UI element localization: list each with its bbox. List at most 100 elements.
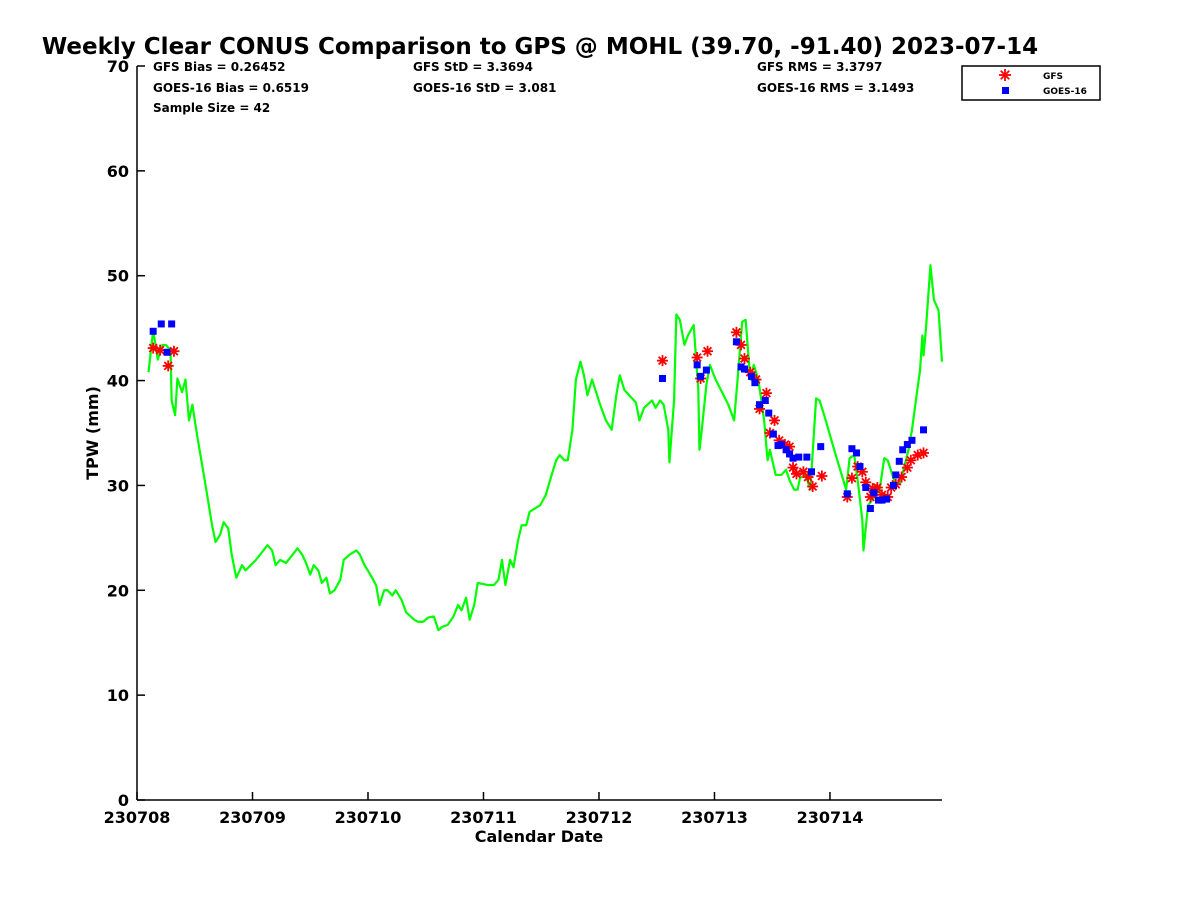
goes-16-point <box>786 450 794 458</box>
gfs-point <box>846 472 858 484</box>
goes-16-point <box>697 372 705 380</box>
legend-gfs-star <box>999 69 1011 81</box>
gfs-point <box>760 387 772 399</box>
star-stroke <box>148 343 158 353</box>
x-tick-label: 230714 <box>797 808 864 827</box>
stat-gfs-bias: GFS Bias = 0.26452 <box>153 60 285 74</box>
goes-16-point <box>756 401 764 409</box>
goes-16-point <box>866 504 874 512</box>
goes-16-point <box>848 445 856 453</box>
star-stroke <box>163 361 173 371</box>
goes-16-point <box>693 361 701 369</box>
goes-16-point <box>765 409 773 417</box>
goes-16-point <box>843 490 851 498</box>
goes-16-point <box>761 396 769 404</box>
star-stroke <box>788 463 798 473</box>
x-axis-label: Calendar Date <box>475 827 604 846</box>
goes-16-point <box>889 481 897 489</box>
y-tick-label: 0 <box>118 791 129 810</box>
goes-16-point <box>782 446 790 454</box>
stats-block: GFS Bias = 0.26452 GOES-16 Bias = 0.6519… <box>153 60 914 115</box>
goes-16-point <box>856 463 864 471</box>
goes-16-point <box>853 449 861 457</box>
stat-gfs-rms: GFS RMS = 3.3797 <box>757 60 882 74</box>
star-stroke <box>1000 70 1010 80</box>
goes-16-point <box>751 379 759 387</box>
stat-goes-std: GOES-16 StD = 3.081 <box>413 81 556 95</box>
star-stroke <box>857 467 867 477</box>
goes-16-point <box>908 436 916 444</box>
star-stroke <box>770 415 780 425</box>
goes-16-point <box>769 430 777 438</box>
goes-16-point <box>903 441 911 449</box>
legend-box <box>961 65 1101 101</box>
star-stroke <box>739 354 750 364</box>
star-stroke <box>918 448 929 458</box>
star-stroke <box>692 352 702 363</box>
goes-16-point <box>878 496 886 504</box>
legend: GFS GOES-16 <box>961 65 1101 101</box>
goes-16-point <box>659 374 667 382</box>
plot-area <box>147 264 944 632</box>
y-axis-label: TPW (mm) <box>83 386 102 480</box>
star-stroke <box>808 481 818 492</box>
gfs-point <box>807 480 819 492</box>
goes-16-point <box>168 320 176 328</box>
star-stroke <box>761 388 771 398</box>
legend-goes-label: GOES-16 <box>1043 87 1087 97</box>
star-stroke <box>731 327 741 337</box>
goes-16-point <box>803 453 811 461</box>
goes-16-point <box>777 441 785 449</box>
gfs-point <box>702 345 714 357</box>
x-tick-label: 230713 <box>681 808 748 827</box>
x-tick-label: 230712 <box>566 808 633 827</box>
gfs-point <box>162 360 174 372</box>
star-stroke <box>798 467 808 477</box>
x-tick-label: 230708 <box>104 808 171 827</box>
goes-16-point <box>895 457 903 465</box>
gfs-point <box>918 447 930 459</box>
star-stroke <box>657 356 668 366</box>
legend-goes-marker <box>1002 87 1009 94</box>
goes-16-point <box>920 426 928 434</box>
star-stroke <box>906 455 916 465</box>
gfs-point <box>691 352 703 364</box>
goes-16-point <box>892 471 900 479</box>
goes-16-point <box>883 495 891 503</box>
gfs-point <box>769 414 781 426</box>
goes-16-point <box>870 489 878 497</box>
goes-16-point <box>702 366 710 374</box>
stat-sample-size: Sample Size = 42 <box>153 101 270 115</box>
goes-16-point <box>807 468 815 476</box>
goes-16-point <box>899 446 907 454</box>
axes: 0 10 20 30 40 50 60 70 230708 230709 230710 230711 2… <box>104 57 942 827</box>
gfs-point <box>730 326 742 338</box>
gfs-point <box>816 470 828 482</box>
legend-gfs-label: GFS <box>1043 72 1063 82</box>
star-stroke <box>155 345 165 355</box>
stat-goes-rms: GOES-16 RMS = 3.1493 <box>757 81 914 95</box>
x-tick-label: 230709 <box>219 808 286 827</box>
gfs-point <box>657 355 669 367</box>
y-tick-label: 30 <box>107 476 129 495</box>
star-stroke <box>703 346 713 356</box>
y-tick-label: 10 <box>107 686 129 705</box>
gfs-point <box>905 454 917 466</box>
gfs-point <box>739 353 751 365</box>
star-stroke <box>847 473 857 483</box>
y-tick-label: 40 <box>107 372 129 391</box>
star-stroke <box>745 367 755 377</box>
y-tick-label: 60 <box>107 162 129 181</box>
goes-16-point <box>163 348 171 356</box>
goes-16-point <box>747 372 755 380</box>
legend-gfs-marker <box>999 69 1011 81</box>
x-tick-label: 230711 <box>450 808 517 827</box>
goes-16-point <box>149 327 157 335</box>
goes-16-point <box>741 365 749 373</box>
stat-gfs-std: GFS StD = 3.3694 <box>413 60 533 74</box>
star-stroke <box>817 471 827 481</box>
star-stroke <box>736 340 746 350</box>
star-stroke <box>897 472 907 482</box>
goes-16-point <box>862 484 870 492</box>
